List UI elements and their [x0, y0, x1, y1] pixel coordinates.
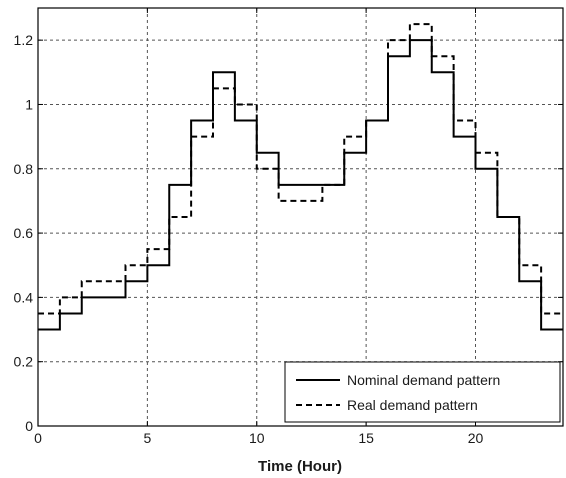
x-tick-label: 0: [34, 430, 42, 446]
x-tick-label: 10: [249, 430, 265, 446]
legend-box: [284, 361, 561, 423]
x-tick-label: 20: [468, 430, 484, 446]
series-layer: [38, 23, 563, 331]
nominal-demand-series-line: [38, 39, 563, 331]
legend-label-nominal: Nominal demand pattern: [347, 372, 500, 388]
grid-lines: [38, 8, 563, 426]
real-demand-series-line: [38, 23, 563, 315]
plot-frame: [37, 7, 564, 427]
y-tick-label: 0: [25, 418, 33, 434]
legend-label-real: Real demand pattern: [347, 397, 478, 413]
y-tick-label: 0.4: [14, 289, 34, 305]
x-tick-label: 5: [143, 430, 151, 446]
y-tick-label: 0.6: [14, 225, 34, 241]
y-tick-label: 0.8: [14, 161, 34, 177]
axis-ticks: 0 5 10 15 20 0 0.2 0.4 0.6 0.8 1 1.2: [14, 8, 563, 446]
x-tick-label: 15: [358, 430, 374, 446]
y-tick-label: 0.2: [14, 354, 34, 370]
y-tick-label: 1: [25, 96, 33, 112]
y-tick-label: 1.2: [14, 32, 34, 48]
legend: Nominal demand pattern Real demand patte…: [284, 361, 561, 423]
x-axis-label: Time (Hour): [258, 458, 342, 475]
